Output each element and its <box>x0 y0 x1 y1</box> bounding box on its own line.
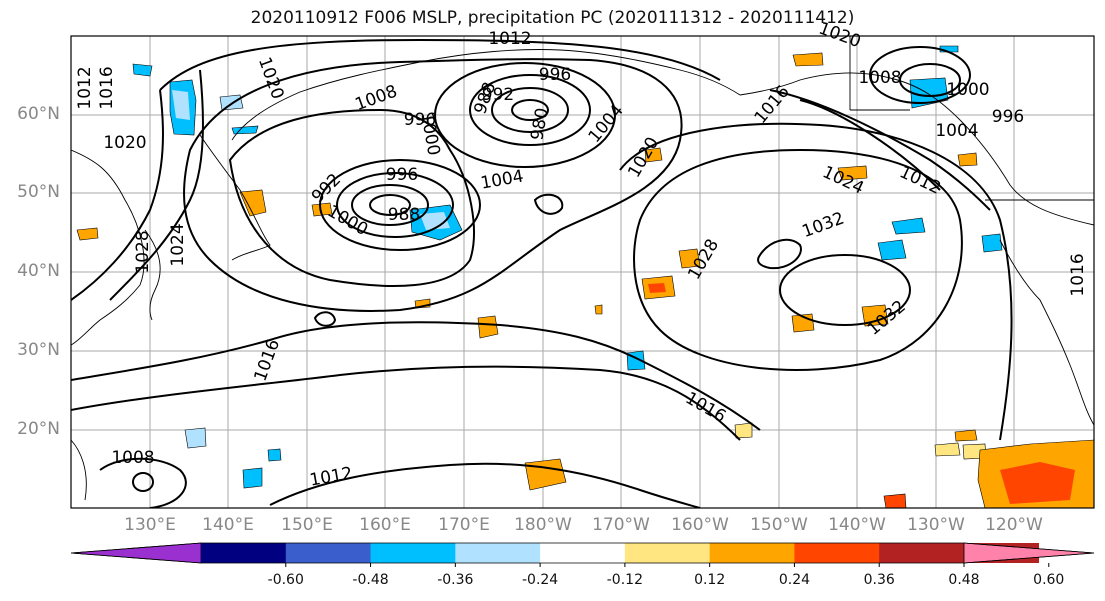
isobar-label: 1016 <box>97 66 117 109</box>
lon-label: 150°E <box>281 515 333 535</box>
isobar-label: 1008 <box>858 68 901 88</box>
colorbar <box>70 542 1095 567</box>
colorbar-swatch <box>709 543 795 563</box>
graticule <box>71 36 1094 508</box>
isobar-label: 996 <box>404 110 436 130</box>
colorbar-tick-label: 0.36 <box>863 572 895 588</box>
isobars <box>71 38 1013 508</box>
colorbar-swatch <box>879 543 965 563</box>
map-frame <box>70 35 1095 509</box>
colorbar-swatch <box>794 543 880 563</box>
colorbar-extend-low <box>70 542 202 564</box>
isobar-label: 1028 <box>133 230 153 273</box>
lat-label: 20°N <box>17 419 60 439</box>
colorbar-swatch <box>285 543 372 563</box>
lon-label: 170°W <box>592 515 650 535</box>
colorbar-swatch <box>370 543 456 563</box>
lon-label: 170°E <box>438 515 490 535</box>
lat-label: 60°N <box>17 104 60 124</box>
coastlines <box>71 36 1094 501</box>
precipitation-patches <box>76 45 1094 508</box>
colorbar-tick-label: -0.60 <box>267 572 304 588</box>
lon-label: 140°W <box>828 515 886 535</box>
colorbar-frame <box>70 542 1095 564</box>
lon-label: 150°W <box>750 515 808 535</box>
lat-label: 40°N <box>17 261 60 281</box>
isobar-label: 996 <box>386 165 418 185</box>
isobar-label: 1012 <box>75 66 95 109</box>
colorbar-swatch <box>624 543 711 563</box>
isobar-label: 1020 <box>103 133 146 153</box>
lon-label: 160°E <box>359 515 411 535</box>
isobar-label: 992 <box>482 85 514 105</box>
lon-label: 180°W <box>514 515 572 535</box>
colorbar-swatch <box>455 543 541 563</box>
colorbar-tick-label: 0.24 <box>778 572 811 588</box>
colorbar-tick-label: 0.48 <box>948 572 980 588</box>
lon-label: 130°W <box>907 515 965 535</box>
lon-label: 160°W <box>671 515 729 535</box>
isobar-label: 1008 <box>111 448 154 468</box>
colorbar-tick-label: -0.24 <box>521 572 559 588</box>
colorbar-tick-label: 0.60 <box>1033 572 1065 588</box>
lon-label: 140°E <box>202 515 254 535</box>
isobar-label: 1016 <box>1068 253 1088 296</box>
map-title: 2020110912 F006 MSLP, precipitation PC (… <box>250 8 855 28</box>
isobar-label: 996 <box>992 107 1024 127</box>
colorbar-tick-label: -0.12 <box>606 572 643 588</box>
colorbar-tick-label: -0.48 <box>352 572 389 588</box>
isobar-label: 1004 <box>935 121 978 141</box>
lon-label: 130°E <box>124 515 176 535</box>
colorbar-tick-label: 0.12 <box>694 572 726 588</box>
lat-label: 50°N <box>17 182 60 202</box>
isobar-label: 1012 <box>488 29 531 49</box>
colorbar-swatch <box>540 543 626 563</box>
colorbar-swatch <box>201 543 287 563</box>
isobar-label: 988 <box>388 205 420 225</box>
colorbar-tick-label: -0.36 <box>437 572 474 588</box>
lon-label: 120°W <box>985 515 1043 535</box>
isobar-label: 1024 <box>168 223 188 266</box>
lat-label: 30°N <box>17 340 60 360</box>
isobar-label: 1000 <box>946 80 989 100</box>
isobar-label: 996 <box>539 65 571 85</box>
